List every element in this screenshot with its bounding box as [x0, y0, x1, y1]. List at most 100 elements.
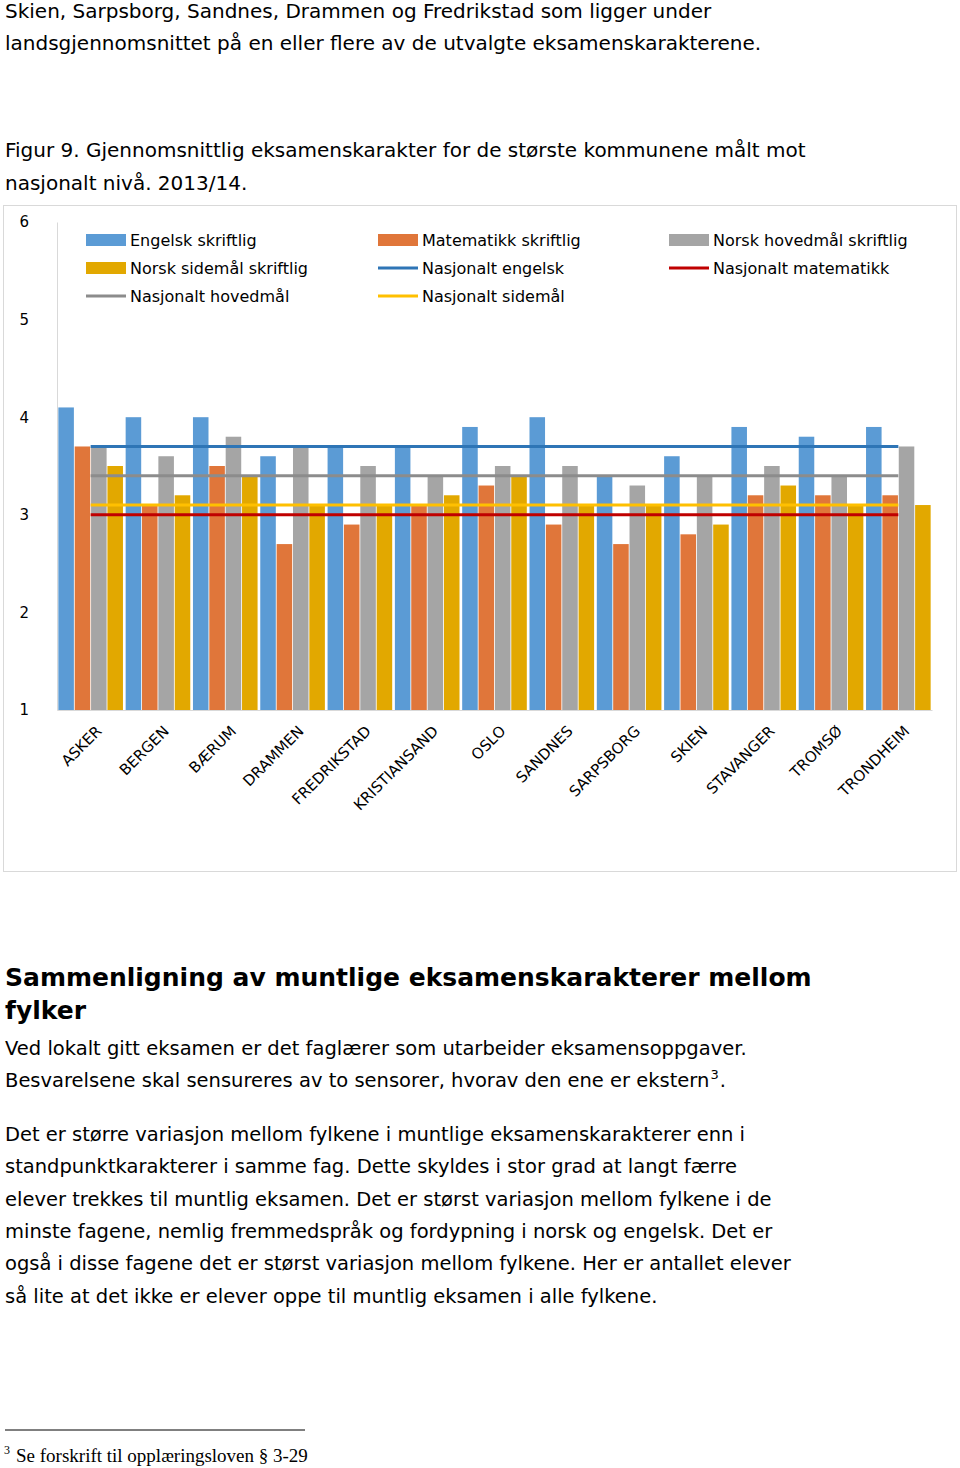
bar: [175, 495, 191, 710]
chart-frame: [4, 206, 957, 872]
x-tick-label: SARPSBORG: [565, 722, 643, 800]
x-tick: BERGEN: [116, 710, 173, 779]
bar: [462, 427, 478, 710]
x-tick: KRISTIANSAND: [350, 710, 442, 814]
text-line: standpunktkarakterer i samme fag. Dette …: [5, 1155, 737, 1178]
x-tick: ASKER: [58, 710, 106, 770]
bar: [193, 417, 209, 710]
bar: [530, 417, 546, 710]
legend-label: Matematikk skriftlig: [422, 231, 581, 250]
legend-label: Nasjonalt hovedmål: [130, 287, 289, 306]
line: [91, 504, 899, 507]
legend-label: Nasjonalt matematikk: [713, 259, 890, 278]
bar: [344, 525, 360, 710]
bar: [277, 544, 293, 710]
bar: [107, 466, 123, 710]
bar: [158, 456, 174, 710]
text-line: fylker: [5, 996, 87, 1025]
bar: [562, 466, 578, 710]
text-line: 3: [710, 1067, 718, 1082]
legend-swatch: [86, 295, 126, 298]
bar-series: [75, 446, 898, 710]
x-tick-label: BERGEN: [116, 722, 173, 779]
bar: [511, 476, 527, 710]
bar: [226, 437, 242, 710]
bar: [479, 486, 495, 710]
legend-swatch: [669, 234, 709, 246]
x-axis: ASKERBERGENBÆRUMDRAMMENFREDRIKSTADKRISTI…: [58, 710, 933, 814]
text-line: så lite at det ikke er elever oppe til m…: [5, 1285, 657, 1308]
x-tick-label: KRISTIANSAND: [350, 722, 442, 814]
text-line: Skien, Sarpsborg, Sandnes, Drammen og Fr…: [5, 0, 712, 23]
x-tick: SKIEN: [667, 710, 711, 766]
y-tick: 5: [19, 311, 57, 329]
bar: [915, 505, 931, 710]
x-tick-label: BÆRUM: [185, 722, 240, 777]
bar: [309, 505, 325, 710]
y-tick-label: 2: [19, 604, 29, 622]
bar: [579, 505, 595, 710]
line: [91, 474, 899, 477]
bar-series: [58, 407, 881, 710]
y-axis: 1 2 3 4 5 6: [19, 213, 57, 719]
bar: [597, 476, 613, 710]
x-tick-label: TRONDHEIM: [834, 722, 913, 801]
legend-swatch: [669, 267, 709, 270]
bar: [328, 446, 344, 710]
bar: [630, 486, 646, 710]
bar: [293, 446, 309, 710]
x-tick-label: ASKER: [58, 722, 106, 770]
legend-label: Nasjonalt engelsk: [422, 259, 565, 278]
y-tick: 3: [19, 506, 57, 524]
legend-label: Engelsk skriftlig: [130, 231, 257, 250]
bar: [799, 437, 815, 710]
bar: [395, 446, 411, 710]
bar: [75, 446, 91, 710]
bar: [360, 466, 376, 710]
x-tick-label: SKIEN: [667, 722, 711, 766]
bar: [697, 476, 713, 710]
y-tick: 2: [19, 604, 57, 622]
bar: [209, 466, 225, 710]
footnote-rule: [5, 1430, 305, 1431]
y-tick-label: 1: [19, 701, 29, 719]
bar: [831, 476, 847, 710]
text-line: også i disse fagene det er størst varias…: [5, 1252, 792, 1275]
bar: [848, 505, 864, 710]
legend-swatch: [86, 234, 126, 246]
legend: Engelsk skriftlig Matematikk skriftlig Nor…: [86, 231, 908, 306]
legend-swatch: [378, 295, 418, 298]
text-line: minste fagene, nemlig fremmedspråk og fo…: [5, 1220, 773, 1243]
bar: [899, 446, 915, 710]
legend-swatch: [378, 267, 418, 270]
x-tick: SANDNES: [512, 710, 576, 786]
y-axis-line: [57, 223, 58, 711]
text-line: Ved lokalt gitt eksamen er det faglærer …: [5, 1037, 747, 1060]
legend-swatch: [378, 234, 418, 246]
bar: [242, 476, 258, 710]
bar-series: [91, 437, 914, 710]
x-tick: BÆRUM: [185, 710, 240, 777]
line: [91, 513, 899, 516]
bar: [613, 544, 629, 710]
text-line: Se forskrift til opplæringsloven § 3-29: [16, 1445, 308, 1466]
y-tick-label: 4: [19, 409, 29, 427]
bar: [411, 505, 427, 710]
x-tick-label: SANDNES: [512, 722, 576, 786]
y-tick-label: 6: [19, 213, 29, 231]
x-tick-label: STAVANGER: [703, 722, 779, 798]
legend-label: Norsk hovedmål skriftlig: [713, 231, 908, 250]
x-tick: DRAMMEN: [239, 710, 307, 790]
x-tick-label: DRAMMEN: [239, 722, 307, 790]
bar: [815, 495, 831, 710]
bar: [764, 466, 780, 710]
chart: 1 2 3 4 5 6 ASKERBERGENBÆRUMDRAMMENFREDRIKSTAD…: [4, 206, 957, 872]
bar-series: [107, 466, 930, 710]
bar: [680, 534, 696, 710]
bar: [882, 495, 898, 710]
x-axis-line: [58, 710, 933, 711]
bar: [126, 417, 142, 710]
page: Skien, Sarpsborg, Sandnes, Drammen og Fr…: [0, 0, 960, 1468]
text-line: Figur 9. Gjennomsnittlig eksamenskarakte…: [5, 138, 806, 162]
text-line: Sammenligning av muntlige eksamenskarakt…: [5, 963, 812, 992]
